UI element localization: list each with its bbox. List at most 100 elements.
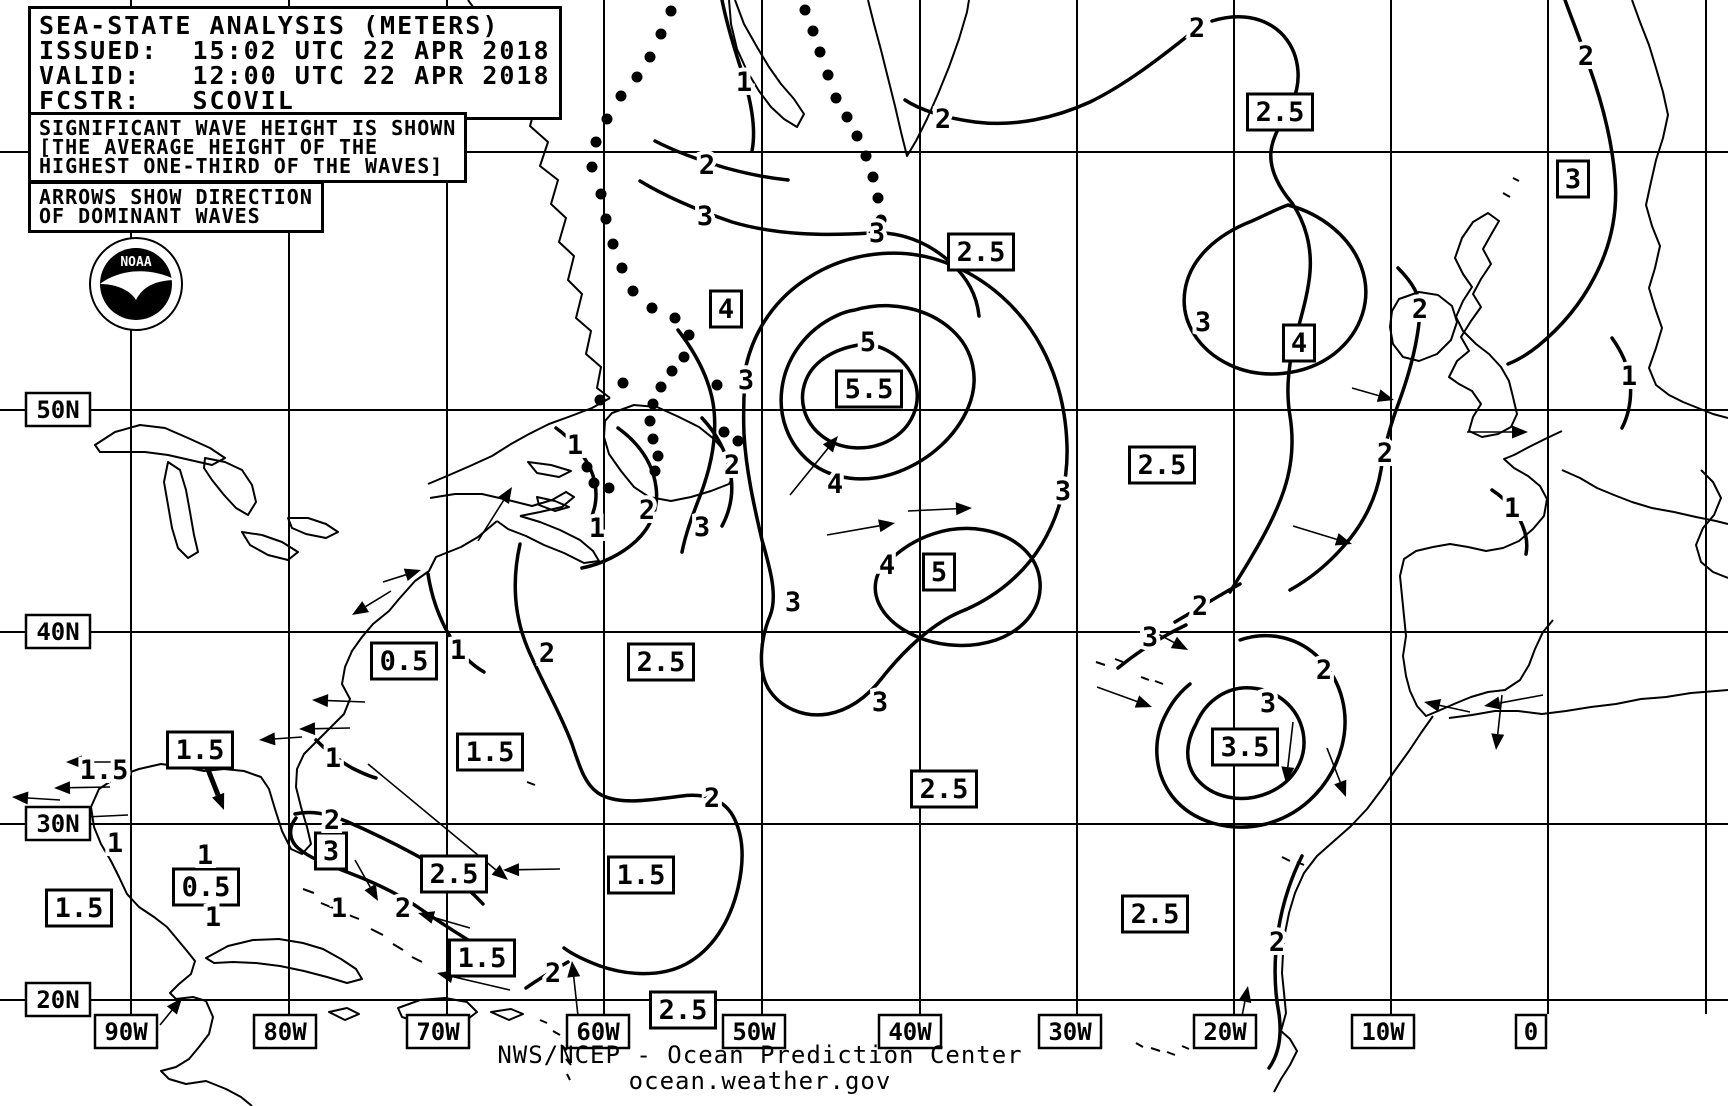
ice-edge-dot xyxy=(872,192,884,204)
forecaster: FCSTR: SCOVIL xyxy=(39,86,295,115)
boxed-wave-height xyxy=(835,369,903,409)
arrowhead-icon xyxy=(259,732,276,746)
seagull-icon xyxy=(100,271,176,300)
wave-direction-arrow xyxy=(327,699,366,703)
boxed-wave-height xyxy=(1282,323,1316,363)
lon-label: 40W xyxy=(888,1018,932,1046)
boxed-wave-height xyxy=(456,732,524,772)
arrowhead-icon xyxy=(955,502,972,516)
arrowhead-icon xyxy=(1491,733,1505,750)
wave-direction-arrow xyxy=(69,786,111,789)
wave-direction-arrow xyxy=(1499,694,1544,704)
ice-edge-dot xyxy=(841,111,853,123)
arrowhead-icon xyxy=(1512,425,1528,439)
ice-edge-dot xyxy=(665,5,677,17)
lon-label: 90W xyxy=(104,1018,148,1046)
arrowhead-icon xyxy=(491,864,508,880)
ice-edge-dot xyxy=(851,130,863,142)
ice-edge-dot xyxy=(669,312,681,324)
footer-agency: NWS/NCEP - Ocean Prediction Center xyxy=(497,1041,1023,1069)
wave-height-contour xyxy=(426,572,486,674)
wave-direction-arrow xyxy=(1096,686,1138,703)
boxed-wave-height xyxy=(420,854,488,894)
coastline xyxy=(205,938,363,984)
lat-label-box xyxy=(24,613,92,650)
wave-height-contour xyxy=(1267,854,1304,1070)
boxed-wave-height xyxy=(370,641,438,681)
boxed-wave-height-value: 1.5 xyxy=(617,860,666,891)
coastline xyxy=(302,888,423,963)
arrowhead-icon xyxy=(166,998,182,1015)
lon-label-box xyxy=(1350,1013,1416,1050)
lon-label-box xyxy=(1514,1013,1548,1050)
wave-direction-arrow xyxy=(367,763,497,871)
contour-label: 1.5 xyxy=(80,755,129,786)
wave-height-contour xyxy=(903,32,1192,126)
contour-label: 3 xyxy=(1142,622,1158,653)
boxed-wave-height-value: 2.5 xyxy=(957,237,1006,268)
boxed-wave-height xyxy=(607,855,675,895)
ice-edge-dot xyxy=(590,136,602,148)
wave-direction-arrow xyxy=(1326,747,1341,783)
lat-label: 20N xyxy=(36,986,79,1014)
contour-label: 3 xyxy=(869,218,885,249)
contour-label: 2 xyxy=(1316,655,1332,686)
lon-label-box xyxy=(1037,1013,1103,1050)
lon-label-box xyxy=(93,1013,159,1050)
boxed-wave-height xyxy=(45,888,113,928)
boxed-wave-height-value: 1.5 xyxy=(466,737,515,768)
ice-edge-dot xyxy=(647,398,659,410)
contour-label: 3 xyxy=(697,201,713,232)
coastline xyxy=(163,461,199,559)
contour-label: 2 xyxy=(639,495,655,526)
ice-edge-dot xyxy=(647,433,659,445)
wave-direction-arrow xyxy=(274,736,303,740)
wave-direction-arrow xyxy=(572,976,579,1017)
arrowhead-icon xyxy=(312,694,329,708)
boxed-wave-height-value: 0.5 xyxy=(182,872,231,903)
arrowhead-icon xyxy=(567,961,581,978)
arrowhead-icon xyxy=(352,601,370,615)
contour-label: 4 xyxy=(879,550,895,581)
coastline xyxy=(1448,212,1518,438)
contour-label: 2 xyxy=(539,638,555,669)
arrowhead-icon xyxy=(503,863,520,877)
boxed-wave-height xyxy=(1128,445,1196,485)
wave-height-contour xyxy=(676,328,717,554)
ice-edge-dot xyxy=(799,4,811,16)
ice-edge-dot xyxy=(867,171,879,183)
boxed-wave-height xyxy=(166,730,234,770)
footer-url: ocean.weather.gov xyxy=(628,1067,892,1095)
arrowhead-icon xyxy=(364,883,378,901)
ice-edge-dot xyxy=(616,262,628,274)
coastline xyxy=(1502,177,1520,198)
coastline xyxy=(427,397,611,485)
wave-direction-arrow xyxy=(382,574,406,583)
wave-direction-arrow xyxy=(477,500,505,542)
boxed-wave-height-value: 2.5 xyxy=(920,774,969,805)
arrowhead-icon xyxy=(1424,699,1442,712)
ice-edge-dot xyxy=(814,46,826,58)
wave-direction-arrow xyxy=(1439,704,1471,713)
ice-edge-dot xyxy=(603,482,615,494)
coastline xyxy=(241,531,299,561)
boxed-wave-height-value: 2.5 xyxy=(637,647,686,678)
coastline xyxy=(867,0,970,157)
wave-direction-arrow xyxy=(1496,694,1503,735)
contour-label: 1 xyxy=(567,430,583,461)
lat-label: 30N xyxy=(36,810,79,838)
lon-label-box xyxy=(877,1013,943,1050)
boxed-wave-height xyxy=(649,990,717,1030)
boxed-wave-height xyxy=(1556,159,1590,199)
contour-label: 3 xyxy=(1260,688,1276,719)
lon-label: 0 xyxy=(1524,1018,1538,1046)
coastline xyxy=(1389,291,1458,362)
issued-time: ISSUED: 15:02 UTC 22 APR 2018 xyxy=(39,36,551,65)
contour-label: 2 xyxy=(1412,294,1428,325)
wave-height-contour xyxy=(638,179,981,318)
arrowhead-icon xyxy=(497,487,512,505)
boxed-wave-height xyxy=(1246,92,1314,132)
ice-edge-dot xyxy=(655,28,667,40)
arrowhead-icon xyxy=(1376,389,1394,402)
ice-edge-dot xyxy=(822,69,834,81)
